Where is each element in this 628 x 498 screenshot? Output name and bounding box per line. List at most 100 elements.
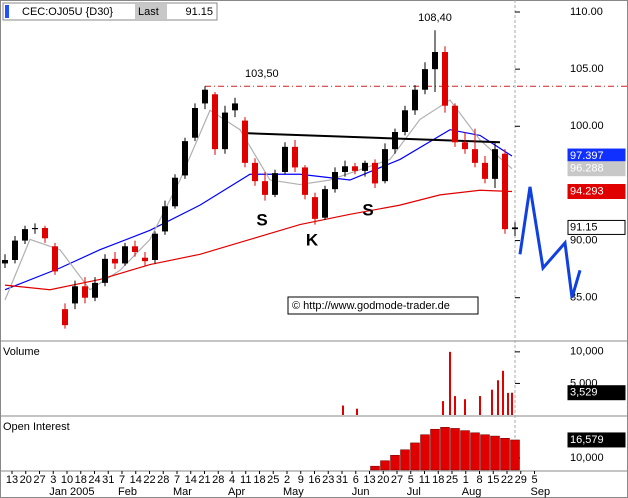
x-tick-label: 8 bbox=[476, 474, 482, 486]
last-price-label: 91.15 bbox=[570, 221, 598, 233]
x-tick-label: 16 bbox=[308, 474, 320, 486]
candle-body bbox=[12, 240, 18, 260]
bar bbox=[420, 434, 430, 471]
candle-body bbox=[102, 258, 108, 283]
last-label: Last bbox=[138, 6, 159, 18]
bar bbox=[502, 370, 504, 415]
bar bbox=[400, 449, 410, 471]
last-label-bg bbox=[567, 385, 626, 401]
bar bbox=[507, 392, 509, 415]
candle-body bbox=[292, 146, 298, 168]
candle-body bbox=[462, 142, 468, 150]
x-tick-label: 6 bbox=[353, 474, 359, 486]
panel-title: Volume bbox=[3, 346, 40, 358]
bar bbox=[479, 396, 481, 415]
copyright-box bbox=[287, 296, 479, 315]
candle-body bbox=[2, 260, 8, 264]
candle-body bbox=[222, 112, 228, 150]
candle-body bbox=[32, 228, 38, 230]
high-label: 108,40 bbox=[418, 12, 452, 24]
month-label: Sep bbox=[531, 486, 551, 498]
x-tick-label: 1 bbox=[463, 474, 469, 486]
x-tick-label: 10 bbox=[61, 474, 73, 486]
candle-body bbox=[42, 228, 48, 239]
candle-body bbox=[432, 52, 438, 70]
panel-title: Open Interest bbox=[3, 421, 70, 433]
resistance-label: 103,50 bbox=[245, 68, 279, 80]
ma-last-label: 96.288 bbox=[570, 163, 604, 175]
candle-body bbox=[492, 149, 498, 179]
x-tick-label: 31 bbox=[336, 474, 348, 486]
candle-body bbox=[262, 181, 268, 195]
month-label: May bbox=[283, 486, 304, 498]
x-tick-label: 21 bbox=[198, 474, 210, 486]
candle-body bbox=[392, 132, 398, 150]
x-tick-label: 11 bbox=[419, 474, 430, 486]
bar bbox=[356, 408, 358, 415]
candle-body bbox=[322, 189, 328, 218]
x-tick-label: 18 bbox=[75, 474, 87, 486]
bar bbox=[464, 399, 466, 415]
bar bbox=[491, 389, 493, 415]
pattern-label: K bbox=[306, 230, 319, 249]
last-price-label-bg bbox=[567, 219, 626, 235]
candle-body bbox=[62, 309, 68, 326]
candle-body bbox=[502, 153, 508, 230]
month-label: Jul bbox=[407, 486, 421, 498]
candle-body bbox=[72, 286, 78, 304]
bar bbox=[480, 434, 490, 471]
candle-body bbox=[452, 105, 458, 143]
x-tick-label: 3 bbox=[50, 474, 56, 486]
pattern-label: S bbox=[362, 200, 373, 219]
x-tick-label: 14 bbox=[130, 474, 142, 486]
candle-body bbox=[512, 227, 518, 230]
month-label: Feb bbox=[118, 486, 137, 498]
x-tick-label: 31 bbox=[102, 474, 114, 486]
y-tick-label: 90.00 bbox=[570, 234, 598, 246]
bar bbox=[440, 427, 450, 471]
x-tick-label: 9 bbox=[298, 474, 304, 486]
y-tick-label: 105.00 bbox=[570, 63, 604, 75]
header-swatch bbox=[5, 5, 9, 18]
candle-body bbox=[402, 110, 408, 132]
ma-last-label: 97.397 bbox=[570, 150, 604, 162]
candle-body bbox=[282, 146, 288, 172]
candle-body bbox=[442, 52, 448, 106]
candle-body bbox=[112, 258, 118, 264]
candle-body bbox=[142, 257, 148, 262]
x-tick-label: 13 bbox=[6, 474, 18, 486]
x-tick-label: 22 bbox=[501, 474, 513, 486]
candle-body bbox=[312, 197, 318, 219]
x-tick-label: 18 bbox=[253, 474, 265, 486]
copyright: © http://www.godmode-trader.de bbox=[292, 300, 450, 312]
month-label: Apr bbox=[228, 486, 245, 498]
candle-body bbox=[132, 246, 138, 252]
candle-body bbox=[372, 162, 378, 184]
x-tick-label: 14 bbox=[185, 474, 197, 486]
candle-body bbox=[272, 173, 278, 195]
ma-last-label: 94.293 bbox=[570, 185, 604, 197]
month-label: Aug bbox=[462, 486, 482, 498]
ma-last-label-bg bbox=[567, 161, 626, 177]
projection bbox=[518, 186, 582, 299]
last-label: 16,579 bbox=[570, 434, 604, 446]
last-label: 3,529 bbox=[570, 387, 598, 399]
month-label: Jan 2005 bbox=[49, 486, 94, 498]
candle-body bbox=[82, 286, 88, 298]
bar bbox=[380, 460, 390, 471]
x-tick-label: 11 bbox=[240, 474, 251, 486]
candle-body bbox=[252, 162, 258, 182]
bar bbox=[510, 439, 520, 471]
x-tick-label: 22 bbox=[143, 474, 155, 486]
candle-body bbox=[92, 282, 98, 298]
candle-body bbox=[22, 229, 28, 241]
bar bbox=[449, 351, 451, 415]
y-tick-label: 110.00 bbox=[570, 6, 603, 18]
x-tick-label: 15 bbox=[487, 474, 499, 486]
x-tick-label: 7 bbox=[119, 474, 125, 486]
last-label-bg bbox=[135, 4, 167, 19]
candle-body bbox=[152, 233, 158, 260]
candle-body bbox=[182, 141, 188, 176]
x-tick-label: 5 bbox=[408, 474, 414, 486]
moving-average bbox=[4, 189, 513, 291]
